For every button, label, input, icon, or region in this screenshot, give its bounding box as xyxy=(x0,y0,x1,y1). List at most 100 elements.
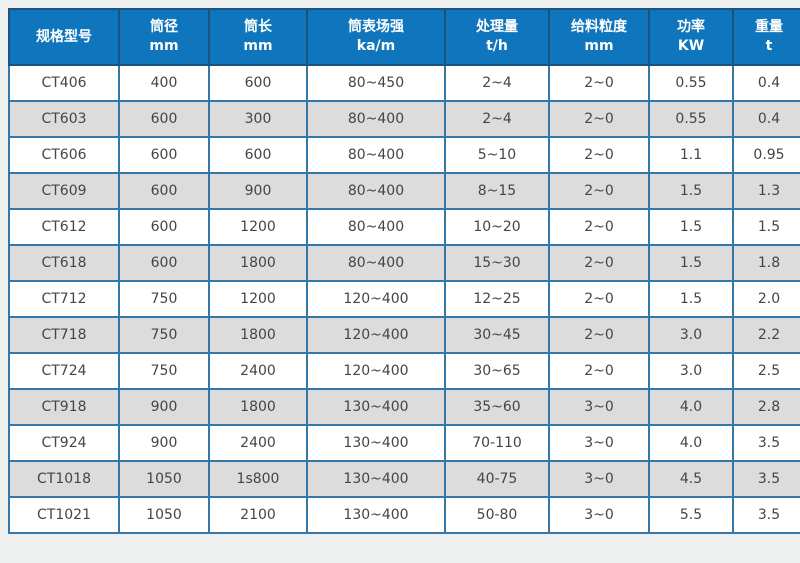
cell-length: 1200 xyxy=(208,280,308,318)
cell-diameter: 400 xyxy=(118,64,210,102)
cell-model: CT724 xyxy=(8,352,120,390)
column-header-diameter: 筒径 mm xyxy=(118,8,210,66)
column-header-capacity: 处理量 t/h xyxy=(444,8,550,66)
cell-diameter: 750 xyxy=(118,352,210,390)
cell-feed-size: 2~0 xyxy=(548,136,650,174)
cell-weight: 2.2 xyxy=(732,316,800,354)
cell-feed-size: 2~0 xyxy=(548,208,650,246)
cell-field: 80~400 xyxy=(306,208,446,246)
table-row-CT1021: CT1021 1050 2100 130~400 50-80 3~0 5.5 3.5 xyxy=(8,496,800,534)
cell-diameter: 900 xyxy=(118,424,210,462)
table-row-CT712: CT712 750 1200 120~400 12~25 2~0 1.5 2.0 xyxy=(8,280,800,318)
cell-model: CT712 xyxy=(8,280,120,318)
cell-field: 130~400 xyxy=(306,388,446,426)
cell-weight: 1.5 xyxy=(732,208,800,246)
column-unit: t/h xyxy=(486,38,508,54)
cell-diameter: 1050 xyxy=(118,460,210,498)
cell-power: 5.5 xyxy=(648,496,734,534)
cell-weight: 3.5 xyxy=(732,424,800,462)
column-unit: mm xyxy=(149,38,179,54)
cell-power: 1.5 xyxy=(648,280,734,318)
page: 规格型号 筒径 mm 筒长 mm 筒表场强 ka/m 处理量 t/h 给料粒度 mm 功率 KW 重量 t … xyxy=(8,8,800,534)
cell-feed-size: 2~0 xyxy=(548,352,650,390)
cell-weight: 0.4 xyxy=(732,64,800,102)
cell-length: 1200 xyxy=(208,208,308,246)
cell-length: 1800 xyxy=(208,388,308,426)
cell-field: 80~450 xyxy=(306,64,446,102)
cell-weight: 2.8 xyxy=(732,388,800,426)
cell-weight: 3.5 xyxy=(732,460,800,498)
cell-power: 4.0 xyxy=(648,424,734,462)
cell-power: 4.0 xyxy=(648,388,734,426)
cell-weight: 0.95 xyxy=(732,136,800,174)
cell-weight: 2.0 xyxy=(732,280,800,318)
cell-field: 130~400 xyxy=(306,424,446,462)
table-row-CT606: CT606 600 600 80~400 5~10 2~0 1.1 0.95 xyxy=(8,136,800,174)
table-row-CT924: CT924 900 2400 130~400 70-110 3~0 4.0 3.5 xyxy=(8,424,800,462)
cell-model: CT1021 xyxy=(8,496,120,534)
cell-capacity: 2~4 xyxy=(444,64,550,102)
cell-field: 130~400 xyxy=(306,460,446,498)
cell-capacity: 15~30 xyxy=(444,244,550,282)
column-header-field: 筒表场强 ka/m xyxy=(306,8,446,66)
cell-weight: 1.3 xyxy=(732,172,800,210)
cell-capacity: 10~20 xyxy=(444,208,550,246)
cell-capacity: 50-80 xyxy=(444,496,550,534)
cell-length: 2400 xyxy=(208,352,308,390)
cell-length: 900 xyxy=(208,172,308,210)
cell-model: CT606 xyxy=(8,136,120,174)
column-label: 筒表场强 xyxy=(348,19,404,35)
spec-table-header: 规格型号 筒径 mm 筒长 mm 筒表场强 ka/m 处理量 t/h 给料粒度 mm 功率 KW 重量 t xyxy=(8,8,800,66)
cell-model: CT609 xyxy=(8,172,120,210)
cell-diameter: 600 xyxy=(118,136,210,174)
cell-length: 600 xyxy=(208,136,308,174)
cell-weight: 0.4 xyxy=(732,100,800,138)
cell-model: CT406 xyxy=(8,64,120,102)
cell-feed-size: 3~0 xyxy=(548,460,650,498)
cell-field: 80~400 xyxy=(306,136,446,174)
column-header-power: 功率 KW xyxy=(648,8,734,66)
cell-power: 3.0 xyxy=(648,352,734,390)
cell-feed-size: 2~0 xyxy=(548,100,650,138)
cell-power: 1.5 xyxy=(648,244,734,282)
cell-model: CT718 xyxy=(8,316,120,354)
table-row-CT612: CT612 600 1200 80~400 10~20 2~0 1.5 1.5 xyxy=(8,208,800,246)
spec-table: 规格型号 筒径 mm 筒长 mm 筒表场强 ka/m 处理量 t/h 给料粒度 mm 功率 KW 重量 t … xyxy=(8,8,800,534)
column-label: 筒径 xyxy=(150,19,178,35)
cell-feed-size: 2~0 xyxy=(548,244,650,282)
cell-weight: 1.8 xyxy=(732,244,800,282)
cell-capacity: 12~25 xyxy=(444,280,550,318)
cell-capacity: 5~10 xyxy=(444,136,550,174)
column-unit: mm xyxy=(243,38,273,54)
cell-length: 1800 xyxy=(208,244,308,282)
table-row-CT918: CT918 900 1800 130~400 35~60 3~0 4.0 2.8 xyxy=(8,388,800,426)
cell-weight: 2.5 xyxy=(732,352,800,390)
cell-power: 1.5 xyxy=(648,172,734,210)
cell-length: 300 xyxy=(208,100,308,138)
table-row-CT718: CT718 750 1800 120~400 30~45 2~0 3.0 2.2 xyxy=(8,316,800,354)
column-header-feed-size: 给料粒度 mm xyxy=(548,8,650,66)
cell-capacity: 70-110 xyxy=(444,424,550,462)
table-row-CT406: CT406 400 600 80~450 2~4 2~0 0.55 0.4 xyxy=(8,64,800,102)
cell-model: CT1018 xyxy=(8,460,120,498)
table-row-CT618: CT618 600 1800 80~400 15~30 2~0 1.5 1.8 xyxy=(8,244,800,282)
table-row-CT603: CT603 600 300 80~400 2~4 2~0 0.55 0.4 xyxy=(8,100,800,138)
cell-capacity: 40-75 xyxy=(444,460,550,498)
cell-diameter: 600 xyxy=(118,208,210,246)
cell-diameter: 600 xyxy=(118,100,210,138)
cell-field: 120~400 xyxy=(306,280,446,318)
cell-length: 600 xyxy=(208,64,308,102)
cell-model: CT603 xyxy=(8,100,120,138)
cell-diameter: 900 xyxy=(118,388,210,426)
column-label: 重量 xyxy=(755,19,783,35)
cell-length: 1800 xyxy=(208,316,308,354)
cell-feed-size: 3~0 xyxy=(548,424,650,462)
cell-feed-size: 3~0 xyxy=(548,496,650,534)
column-label: 功率 xyxy=(677,19,705,35)
cell-field: 80~400 xyxy=(306,172,446,210)
cell-feed-size: 2~0 xyxy=(548,280,650,318)
column-label: 规格型号 xyxy=(36,28,92,45)
cell-model: CT924 xyxy=(8,424,120,462)
column-header-length: 筒长 mm xyxy=(208,8,308,66)
cell-feed-size: 2~0 xyxy=(548,172,650,210)
